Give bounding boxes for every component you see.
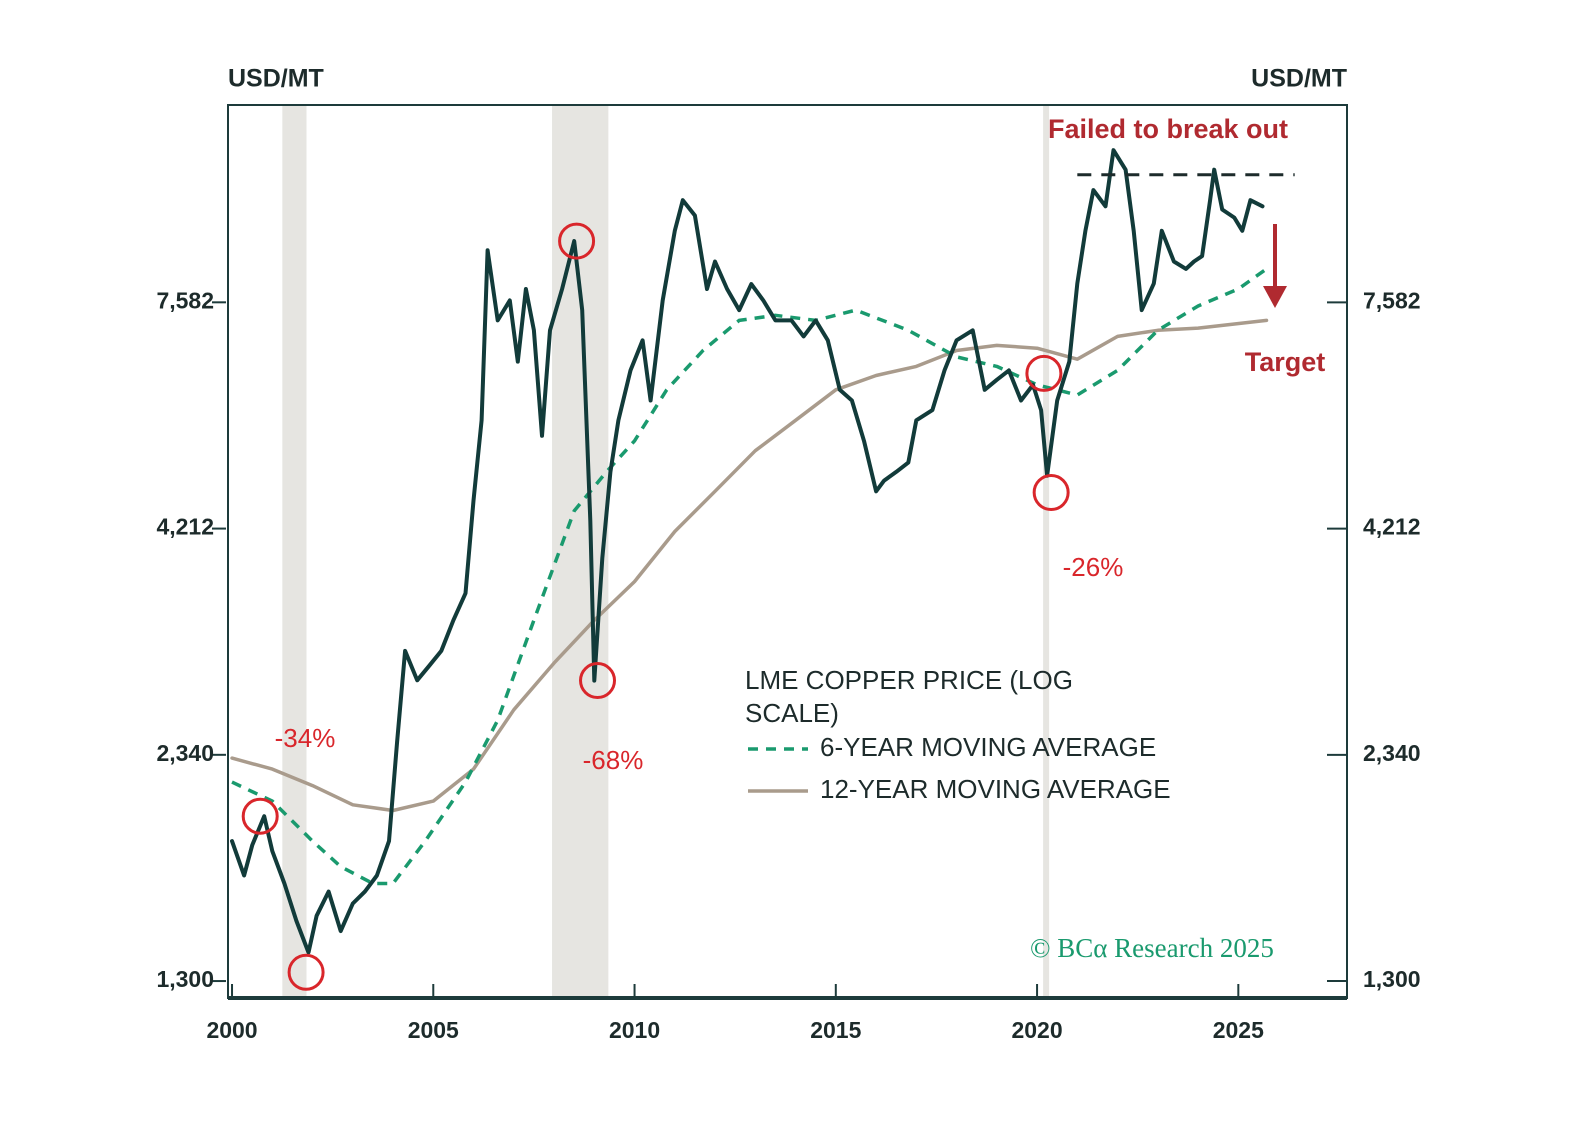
- x-tick-label: 2025: [1213, 1017, 1264, 1043]
- shaded-period: [282, 105, 307, 998]
- y-axis-label: USD/MT: [228, 65, 324, 93]
- drawdown-label: -34%: [275, 723, 336, 753]
- target-label: Target: [1245, 347, 1326, 377]
- highlight-circle: [1032, 473, 1070, 511]
- y2-tick-label: 4,212: [1363, 514, 1421, 540]
- y-tick-label: 7,582: [156, 287, 214, 313]
- y2-axis-label: USD/MT: [1251, 65, 1347, 93]
- highlight-circle: [287, 953, 325, 991]
- legend-label: 6-YEAR MOVING AVERAGE: [820, 732, 1156, 762]
- x-tick-label: 2000: [206, 1017, 257, 1043]
- shaded-period: [1043, 105, 1050, 998]
- x-tick-label: 2005: [408, 1017, 459, 1043]
- series-line: [230, 148, 1265, 955]
- highlight-circle: [579, 662, 617, 700]
- target-arrow: [1263, 224, 1287, 308]
- y2-tick-label: 2,340: [1363, 740, 1421, 766]
- y-tick-label: 1,300: [156, 966, 214, 992]
- y2-tick-label: 7,582: [1363, 287, 1421, 313]
- legend-title: LME COPPER PRICE (LOG SCALE): [745, 665, 1073, 728]
- y-tick-label: 2,340: [156, 740, 214, 766]
- x-tick-label: 2020: [1011, 1017, 1062, 1043]
- drawdown-label: -26%: [1063, 552, 1124, 582]
- x-tick-label: 2010: [609, 1017, 660, 1043]
- x-tick-label: 2015: [810, 1017, 861, 1043]
- highlight-circle: [558, 222, 596, 260]
- highlight-circle: [1025, 354, 1063, 392]
- y2-tick-label: 1,300: [1363, 966, 1421, 992]
- resistance-label: Failed to break out: [1048, 114, 1288, 144]
- series-line: [231, 267, 1268, 886]
- plot-frame: [227, 104, 1348, 999]
- drawdown-label: -68%: [583, 745, 644, 775]
- shaded-period: [552, 105, 609, 998]
- highlight-circle: [241, 797, 279, 835]
- source: © BCα Research 2025: [1030, 933, 1274, 963]
- legend-label: 12-YEAR MOVING AVERAGE: [820, 774, 1171, 804]
- y-tick-label: 4,212: [156, 514, 214, 540]
